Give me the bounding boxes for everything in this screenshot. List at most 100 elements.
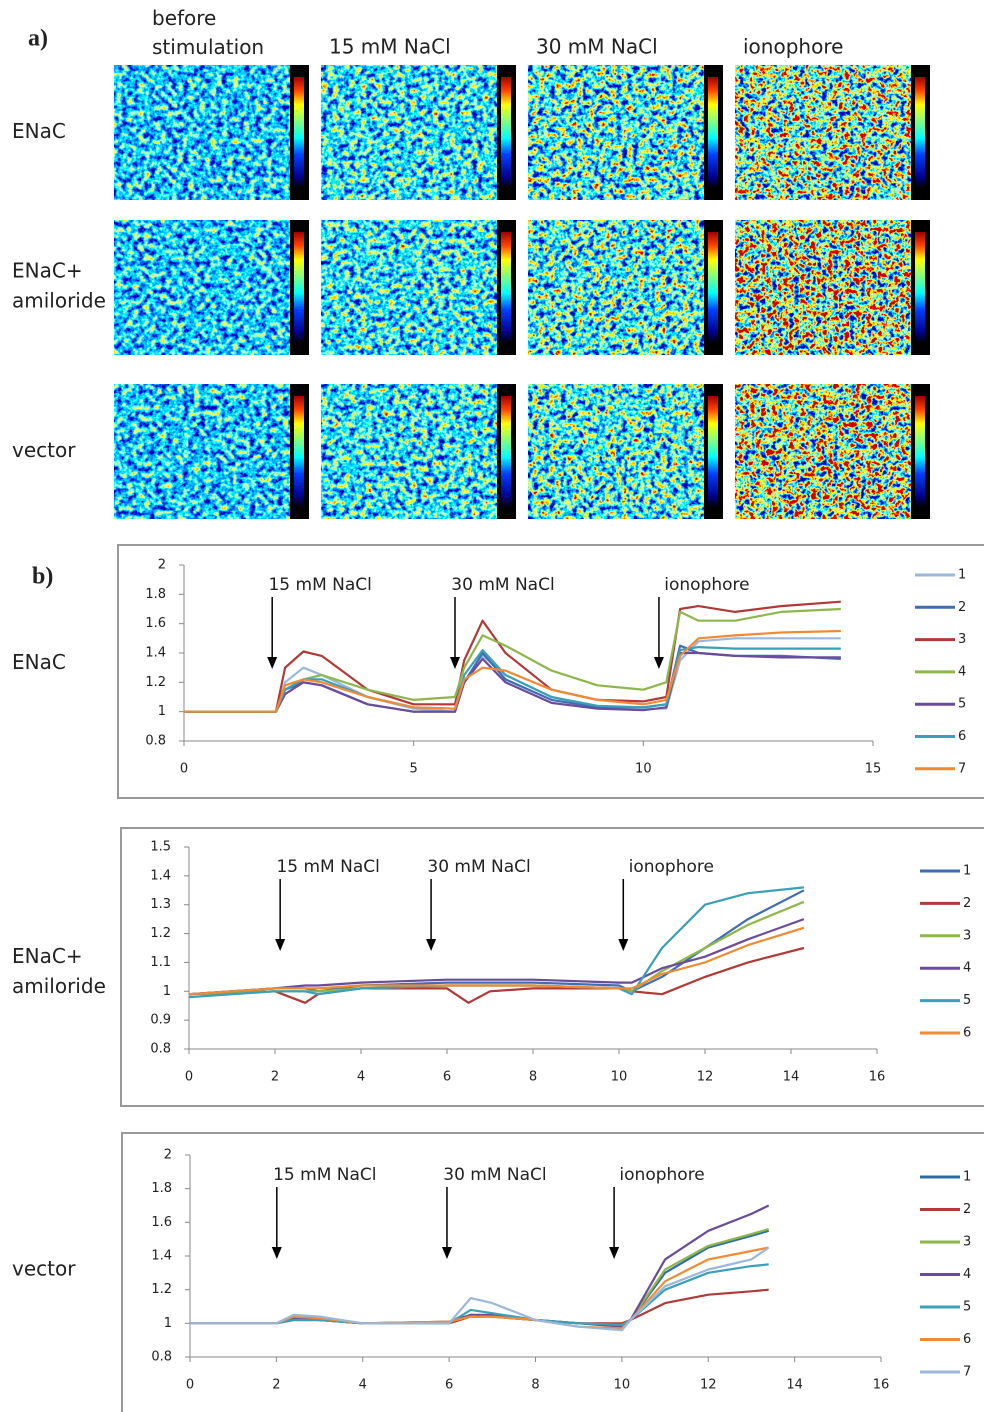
colorbar (294, 232, 304, 343)
colorbar (708, 232, 718, 343)
series-line (184, 651, 841, 713)
legend-label: 4 (963, 1267, 971, 1282)
colorbar (294, 77, 304, 188)
image-panel (528, 220, 708, 355)
x-tick-label: 8 (531, 1378, 539, 1393)
series-line (188, 946, 805, 1004)
legend-label: 6 (958, 729, 966, 744)
x-tick-label: 0 (180, 762, 188, 777)
x-tick-label: 12 (700, 1378, 717, 1393)
image-panel (528, 384, 708, 519)
x-tick-label: 16 (869, 1070, 886, 1085)
x-tick-label: 12 (697, 1070, 714, 1085)
y-tick-label: 0.8 (151, 1350, 172, 1365)
x-tick-label: 2 (271, 1070, 279, 1085)
legend-label: 1 (963, 864, 971, 879)
series-line (190, 1246, 769, 1330)
image-panel (321, 65, 501, 200)
legend-label: 3 (963, 928, 971, 943)
x-tick-label: 8 (529, 1070, 537, 1085)
annotation: 15 mM NaCl (273, 1165, 376, 1185)
x-tick-label: 0 (186, 1378, 194, 1393)
row-label: ENaC (12, 650, 66, 674)
arrow-head (426, 939, 437, 951)
arrow-head (618, 939, 629, 951)
row-label: ENaC+ amiloride (12, 944, 106, 998)
legend-label: 4 (958, 664, 966, 679)
x-tick-label: 6 (445, 1378, 453, 1393)
y-tick-label: 1.2 (150, 926, 171, 941)
x-tick-label: 6 (443, 1070, 451, 1085)
y-tick-label: 1.8 (145, 587, 166, 602)
y-tick-label: 0.8 (150, 1042, 171, 1057)
x-tick-label: 10 (611, 1070, 628, 1085)
x-tick-label: 5 (410, 762, 418, 777)
y-tick-label: 1.4 (145, 646, 166, 661)
image-panel (114, 220, 294, 355)
colorbar (501, 77, 511, 188)
arrow-head (653, 657, 664, 669)
annotation: ionophore (629, 857, 714, 877)
colorbar (708, 396, 718, 507)
y-tick-label: 1.6 (145, 616, 166, 631)
column-label: 15 mM NaCl (329, 35, 451, 59)
y-tick-label: 1 (158, 704, 166, 719)
arrow-head (450, 657, 461, 669)
chart-frame (121, 1132, 984, 1412)
annotation: ionophore (619, 1165, 704, 1185)
arrow-head (441, 1247, 452, 1259)
series-line (188, 926, 805, 996)
legend-label: 6 (963, 1026, 971, 1041)
colorbar (915, 232, 925, 343)
row-label: ENaC (12, 119, 66, 143)
arrow-head (609, 1247, 620, 1259)
annotation: 30 mM NaCl (443, 1165, 546, 1185)
image-panel (735, 220, 915, 355)
series-line (190, 1263, 769, 1327)
arrow-head (271, 1247, 282, 1259)
colorbar (501, 232, 511, 343)
y-tick-label: 2 (164, 1148, 172, 1163)
series-line (184, 600, 841, 713)
arrow-head (267, 657, 278, 669)
series-line (190, 1246, 770, 1332)
y-tick-label: 1.4 (150, 868, 171, 883)
image-panel (321, 220, 501, 355)
image-panel (528, 65, 708, 200)
legend-label: 5 (963, 993, 971, 1008)
legend-label: 1 (958, 568, 966, 583)
y-tick-label: 0.9 (150, 1013, 171, 1028)
y-tick-label: 1 (164, 1316, 172, 1331)
colorbar (708, 77, 718, 188)
legend-label: 5 (963, 1300, 971, 1315)
colorbar (294, 396, 304, 507)
legend-label: 6 (963, 1332, 971, 1347)
y-tick-label: 1.5 (150, 840, 171, 855)
image-panel (114, 65, 294, 200)
x-tick-label: 2 (272, 1378, 280, 1393)
panel-label: b) (32, 564, 53, 590)
colorbar (501, 396, 511, 507)
x-tick-label: 4 (357, 1070, 365, 1085)
colorbar (915, 396, 925, 507)
series-line (184, 629, 841, 713)
image-panel (321, 384, 501, 519)
legend-label: 2 (963, 896, 971, 911)
chart-frame (120, 827, 984, 1107)
column-label: 30 mM NaCl (536, 35, 658, 59)
image-panel (735, 65, 915, 200)
x-tick-label: 14 (786, 1378, 803, 1393)
annotation: 30 mM NaCl (427, 857, 530, 877)
column-label: ionophore (743, 35, 843, 59)
legend-label: 2 (963, 1202, 971, 1217)
x-tick-label: 10 (614, 1378, 631, 1393)
column-label: before stimulation (152, 6, 264, 59)
y-tick-label: 0.8 (145, 734, 166, 749)
colorbar (915, 77, 925, 188)
y-tick-label: 1.8 (151, 1181, 172, 1196)
image-panel (735, 384, 915, 519)
legend-label: 5 (958, 697, 966, 712)
